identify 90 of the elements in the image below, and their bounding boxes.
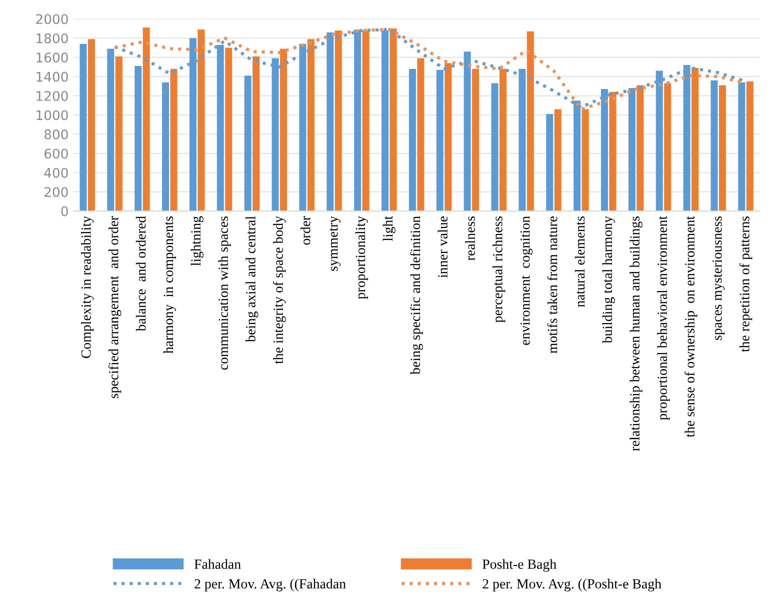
bar — [142, 28, 150, 212]
bar — [134, 66, 142, 212]
bar — [464, 52, 471, 212]
x-tick-label: realness — [465, 216, 475, 260]
bar — [574, 100, 581, 212]
bar — [272, 58, 279, 212]
x-tick-label: communication with spaces — [218, 216, 231, 370]
bar — [444, 63, 452, 212]
x-tick-label: lightning — [190, 216, 204, 266]
legend-label: 2 per. Mov. Avg. ((Fahadan — [194, 578, 346, 592]
y-tick-label: 1800 — [36, 33, 68, 44]
bar — [526, 31, 534, 212]
bar — [244, 76, 252, 212]
x-tick-label: harmony in components — [163, 216, 176, 354]
bar — [518, 68, 526, 212]
bar — [683, 65, 690, 212]
bar — [636, 85, 644, 212]
bar — [162, 82, 170, 212]
x-tick-label: relationship between human and buildings — [630, 216, 642, 451]
x-tick-label: Complexity in readability — [81, 216, 94, 358]
x-tick-label: being specific and definition — [410, 216, 423, 374]
x-tick-label: being axial and central — [246, 216, 258, 342]
bar — [216, 44, 224, 212]
x-tick-label: the repetition of patterns — [739, 216, 752, 352]
x-tick-label: natural elements — [574, 216, 585, 307]
bar — [390, 28, 397, 212]
bar — [554, 109, 562, 212]
bar — [80, 44, 87, 212]
x-tick-label: building total harmony — [602, 216, 615, 344]
y-tick-label: 400 — [44, 168, 68, 178]
x-tick-label: specified arrangement and order — [108, 216, 122, 398]
bar — [107, 48, 114, 212]
x-tick-label: proportionality — [355, 216, 368, 300]
bar — [334, 30, 342, 212]
bar — [491, 83, 498, 212]
bar — [170, 68, 178, 212]
legend-label: Posht-e Bagh — [482, 559, 556, 572]
bar — [499, 68, 506, 212]
bar — [354, 29, 362, 212]
bar — [582, 109, 589, 212]
bar — [656, 70, 663, 212]
x-tick-label: motifs taken from nature — [547, 216, 558, 354]
bar — [472, 68, 480, 212]
x-tick-label: spaces mysteriousness — [712, 216, 725, 340]
x-tick-label: the integrity of space body — [273, 216, 286, 364]
x-tick-label: perceptual richness — [492, 216, 506, 323]
bar — [692, 68, 699, 212]
bar — [738, 82, 746, 212]
x-tick-label: symmetry — [330, 216, 341, 271]
y-tick-label: 800 — [44, 129, 68, 140]
bar — [280, 48, 287, 212]
bar — [382, 30, 389, 212]
y-tick-label: 600 — [44, 148, 68, 159]
x-tick-label: the sense of ownership on environment — [684, 216, 698, 438]
y-tick-label: 200 — [44, 187, 68, 198]
x-tick-label: environment cognition — [520, 216, 533, 345]
bar — [436, 70, 444, 212]
y-tick-label: 1000 — [36, 110, 68, 120]
bar — [546, 114, 554, 212]
bar — [225, 48, 232, 212]
bar — [746, 81, 754, 212]
bar — [198, 29, 205, 212]
legend-label: Fahadan — [194, 559, 241, 569]
bar — [362, 30, 370, 212]
bar — [718, 85, 726, 212]
bar — [326, 32, 334, 212]
bar — [307, 39, 314, 212]
x-tick-label: order — [300, 216, 310, 245]
bar — [664, 83, 672, 212]
bar — [417, 58, 424, 212]
x-tick-label: inner value — [438, 216, 448, 278]
bar — [710, 80, 718, 212]
y-tick-label: 0 — [61, 206, 68, 216]
bar — [252, 56, 260, 212]
bar — [115, 56, 122, 212]
y-tick-label: 1400 — [36, 72, 68, 82]
bar — [600, 89, 608, 212]
x-tick-label: balance and ordered — [136, 216, 146, 332]
bar — [189, 38, 196, 212]
bar — [609, 92, 616, 212]
bar — [88, 39, 95, 212]
bar — [299, 44, 306, 212]
y-tick-label: 2000 — [36, 14, 68, 24]
y-tick-label: 1200 — [36, 90, 68, 101]
x-tick-label: light — [382, 216, 396, 242]
bar — [628, 88, 636, 212]
x-tick-label: proportional behavioral environment — [657, 216, 670, 420]
bar — [408, 68, 416, 212]
y-tick-label: 1600 — [36, 52, 68, 63]
legend-label: 2 per. Mov. Avg. ((Posht-e Bagh — [482, 578, 662, 592]
